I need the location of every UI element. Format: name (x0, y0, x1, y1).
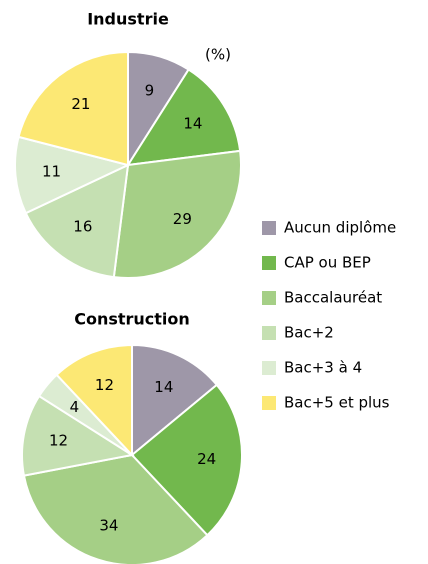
data-label: 12 (95, 376, 114, 394)
legend-label: CAP ou BEP (284, 254, 371, 272)
pie-slice (17, 50, 129, 167)
legend-label: Bac+2 (284, 324, 334, 342)
data-label: 24 (197, 450, 216, 468)
pie-slice (22, 453, 209, 564)
data-label: 12 (49, 431, 68, 449)
pie-slice (112, 149, 242, 279)
legend-label: Bac+5 et plus (284, 394, 390, 412)
pie-slice (21, 394, 135, 477)
legend-swatch (262, 326, 276, 340)
data-label: 14 (183, 114, 202, 132)
chart-title: Construction (74, 310, 190, 329)
legend-label: Aucun diplôme (284, 219, 396, 237)
legend-swatch (262, 221, 276, 235)
legend-swatch (262, 396, 276, 410)
chart-title: Industrie (87, 10, 169, 29)
data-label: 9 (145, 82, 155, 100)
data-label: 29 (173, 210, 192, 228)
pie-slice (130, 383, 243, 537)
pie-slice (24, 163, 130, 279)
data-label: 16 (73, 218, 92, 236)
pie-slice (131, 343, 219, 458)
data-label: 4 (70, 398, 80, 416)
data-label: 21 (71, 95, 90, 113)
legend-swatch (262, 291, 276, 305)
data-label: 11 (42, 163, 61, 181)
pie-slice (14, 135, 131, 215)
legend-swatch (262, 256, 276, 270)
pie-slice (55, 343, 133, 458)
data-label: 34 (99, 517, 118, 535)
legend-swatch (262, 361, 276, 375)
data-label: 14 (154, 378, 173, 396)
pie-slice (126, 68, 242, 167)
unit-label: (%) (205, 46, 231, 64)
legend-label: Bac+3 à 4 (284, 359, 362, 377)
legend-label: Baccalauréat (284, 289, 382, 307)
